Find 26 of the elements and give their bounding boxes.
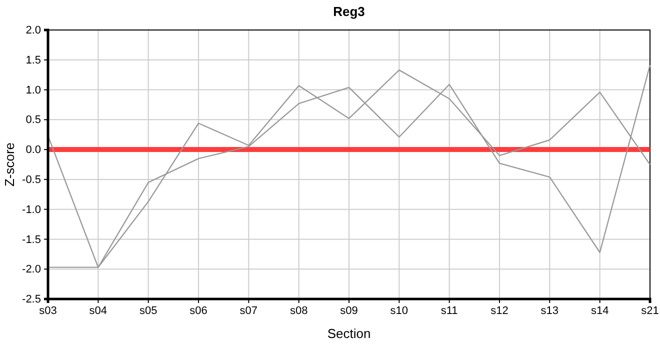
y-tick-label: -1.0 — [22, 204, 41, 216]
y-tick-label: 1.5 — [26, 54, 41, 66]
x-tick-label: s12 — [490, 304, 508, 317]
x-tick-label: s04 — [89, 304, 108, 317]
y-tick-label: 0.5 — [26, 114, 41, 126]
y-tick-label: 2.0 — [26, 24, 41, 37]
y-tick-label: -1.5 — [22, 234, 41, 246]
y-axis-title: Z-score — [2, 142, 17, 187]
x-tick-label: s08 — [290, 304, 308, 317]
y-tick-label: -2.5 — [22, 294, 41, 306]
y-tick-label: 1.0 — [26, 84, 41, 96]
y-tick-label: -2.0 — [22, 264, 41, 276]
x-tick-label: s05 — [139, 304, 158, 317]
x-axis-title: Section — [327, 326, 371, 341]
x-tick-label: s13 — [540, 304, 559, 317]
y-tick-label: -0.5 — [22, 174, 41, 186]
x-tick-label: s14 — [590, 304, 609, 317]
x-tick-label: s06 — [190, 304, 208, 317]
x-tick-label: s07 — [240, 304, 258, 317]
x-tick-label: s21 — [641, 304, 659, 317]
x-tick-label: s10 — [390, 304, 408, 317]
y-tick-label: 0.0 — [26, 144, 41, 156]
x-tick-label: s03 — [39, 304, 57, 317]
x-tick-label: s11 — [440, 304, 458, 317]
chart-title: Reg3 — [333, 4, 365, 19]
x-tick-label: s09 — [340, 304, 358, 317]
